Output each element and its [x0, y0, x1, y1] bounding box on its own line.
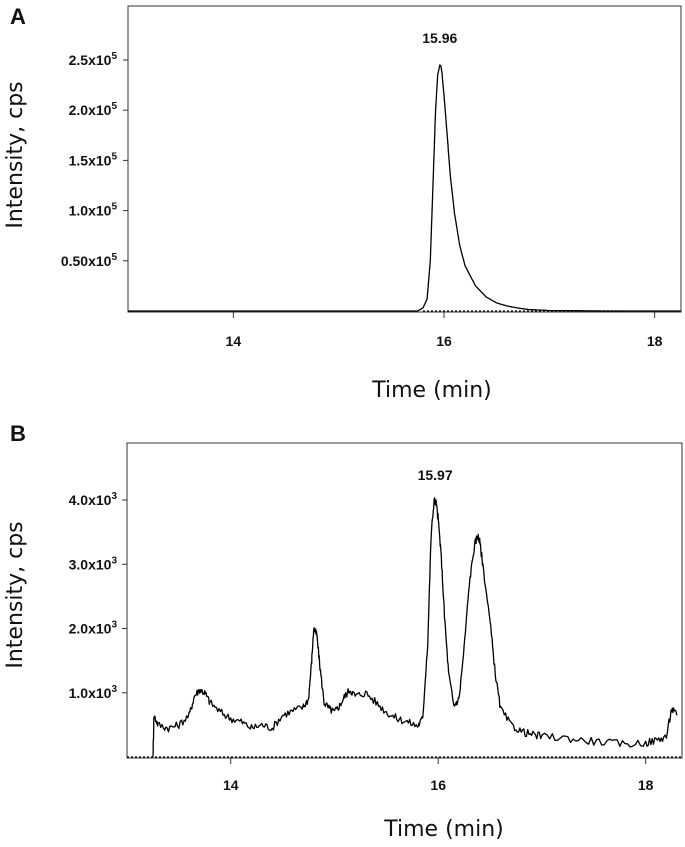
panel-a-ticks: 14 16 18 0.50x105 1.0x105 1.5x105 2.0x105 2.5x1…	[61, 51, 663, 349]
panel-b-y-tick-label: 1.0x103	[69, 684, 118, 701]
panel-b-y-axis-title: Intensity, cps	[3, 521, 28, 668]
panel-b-x-tick-label: 14	[223, 777, 239, 793]
panel-a: A 14 16 18 0.50x105 1.0x105 1.5x105 2.0x105 2.5…	[3, 4, 682, 403]
panel-a-trace	[128, 64, 681, 312]
panel-a-peak-label: 15.96	[422, 30, 457, 46]
panel-a-y-axis-title: Intensity, cps	[3, 81, 28, 228]
panel-a-series-line	[128, 64, 681, 312]
panel-b-trace	[152, 497, 678, 758]
panel-a-y-tick-label: 2.5x105	[69, 51, 118, 68]
panel-b-peak-label: 15.97	[418, 467, 453, 483]
panel-b-x-tick-label: 16	[430, 777, 446, 793]
panel-a-label: A	[10, 4, 26, 29]
panel-b-plot-frame	[126, 442, 683, 759]
panel-b-x-axis-title: Time (min)	[383, 817, 504, 842]
panel-b-y-tick-label: 3.0x103	[69, 555, 118, 572]
panel-b-label: B	[10, 421, 26, 446]
panel-a-y-tick-label: 1.5x105	[69, 151, 118, 168]
panel-b-y-tick-label: 2.0x103	[69, 620, 118, 637]
panel-a-plot-frame	[127, 5, 682, 313]
panel-a-x-tick-label: 18	[647, 333, 663, 349]
panel-b-y-tick-label: 4.0x103	[69, 491, 118, 508]
panel-b-series-line	[152, 497, 678, 758]
panel-b: B 14 16 18 1.0x103 2.0x103 3.0x103 4.0x103 15.…	[3, 421, 683, 842]
panel-a-x-tick-label: 14	[226, 333, 242, 349]
panel-a-y-tick-label: 0.50x105	[61, 252, 118, 269]
panel-a-x-tick-label: 16	[436, 333, 452, 349]
panel-b-x-tick-label: 18	[638, 777, 654, 793]
panel-a-y-tick-label: 1.0x105	[69, 202, 118, 219]
panel-a-y-tick-label: 2.0x105	[69, 101, 118, 118]
panel-b-ticks: 14 16 18 1.0x103 2.0x103 3.0x103 4.0x103	[69, 491, 654, 793]
panel-a-x-axis-title: Time (min)	[371, 378, 492, 403]
